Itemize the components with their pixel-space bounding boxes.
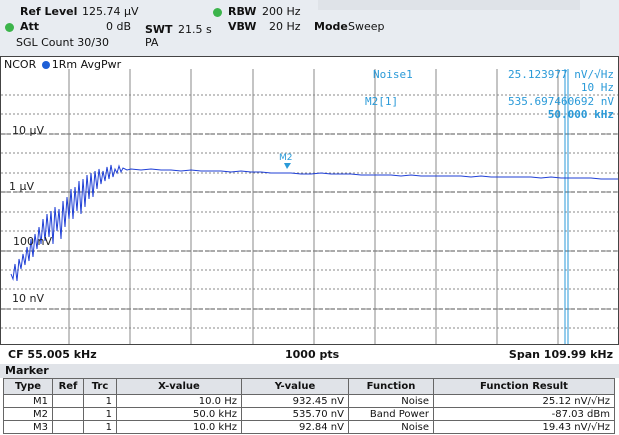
y-label-10uv: 10 µV: [12, 124, 45, 137]
col-function: Function: [348, 378, 434, 395]
grid: [1, 94, 618, 349]
cell-ref: [52, 394, 84, 408]
table-row[interactable]: M1 1 10.0 Hz 932.45 nV Noise 25.12 nV/√H…: [3, 394, 615, 408]
y-label-1uv: 1 µV: [9, 180, 35, 193]
cell-y-value: 92.84 nV: [241, 420, 349, 434]
spectrum-plot[interactable]: M2: [1, 69, 618, 357]
spectrum-panel[interactable]: NCOR 1Rm AvgPwr: [0, 56, 619, 364]
cell-type: M3: [3, 420, 53, 434]
sweep-points[interactable]: 1000 pts: [285, 348, 340, 361]
col-function-result: Function Result: [433, 378, 615, 395]
cell-function-result: 19.43 nV/√Hz: [433, 420, 615, 434]
grid-vertical: [68, 69, 559, 357]
cell-trc: 1: [83, 394, 117, 408]
frequency-footer: CF 55.005 kHz 1000 pts Span 109.99 kHz: [0, 344, 619, 364]
swt-label: SWT: [145, 23, 173, 36]
noise1-label: Noise1: [373, 68, 413, 81]
marker-table-header: Type Ref Trc X-value Y-value Function Fu…: [3, 378, 615, 395]
cell-function: Band Power: [348, 407, 434, 421]
cell-x-value: 50.0 kHz: [116, 407, 242, 421]
ref-level-label: Ref Level: [20, 5, 78, 18]
rbw-label: RBW: [228, 5, 257, 18]
y-label-100nv: 100 nV: [13, 235, 52, 248]
cell-type: M1: [3, 394, 53, 408]
table-row[interactable]: M3 1 10.0 kHz 92.84 nV Noise 19.43 nV/√H…: [3, 420, 615, 434]
noise1-value: 25.123977 nV/√Hz: [508, 68, 614, 81]
noise1-freq: 10 Hz: [580, 81, 614, 94]
header-blank-field: [318, 0, 580, 10]
cell-function: Noise: [348, 394, 434, 408]
marker-table: Type Ref Trc X-value Y-value Function Fu…: [3, 378, 615, 434]
frequency-span[interactable]: Span 109.99 kHz: [508, 348, 613, 361]
att-label: Att: [20, 20, 40, 33]
swt-value[interactable]: 21.5 s: [178, 23, 212, 36]
rbw-value[interactable]: 200 Hz: [262, 5, 301, 18]
m2-freq: 50.000 kHz: [547, 108, 614, 121]
vbw-label: VBW: [228, 20, 257, 33]
settings-header: Ref Level 125.74 µV RBW 200 Hz Att 0 dB …: [0, 0, 619, 56]
col-ref: Ref: [52, 378, 84, 395]
col-type: Type: [3, 378, 53, 395]
cell-x-value: 10.0 kHz: [116, 420, 242, 434]
cell-function-result: 25.12 nV/√Hz: [433, 394, 615, 408]
pa-indicator: PA: [145, 36, 159, 49]
cell-function: Noise: [348, 420, 434, 434]
mode-value[interactable]: Sweep: [348, 20, 385, 33]
att-status-icon: [5, 22, 14, 32]
cell-trc: 1: [83, 420, 117, 434]
cell-function-result: -87.03 dBm: [433, 407, 615, 421]
trace-label: 1Rm AvgPwr: [51, 58, 122, 71]
att-value[interactable]: 0 dB: [106, 20, 132, 33]
m2-label: M2[1]: [365, 95, 399, 108]
marker-table-title: Marker: [5, 364, 49, 377]
y-label-10nv: 10 nV: [12, 292, 44, 305]
table-row[interactable]: M2 1 50.0 kHz 535.70 nV Band Power -87.0…: [3, 407, 615, 421]
rbw-indicator: [213, 5, 226, 18]
mode-label: Mode: [314, 20, 348, 33]
cell-ref: [52, 420, 84, 434]
cell-x-value: 10.0 Hz: [116, 394, 242, 408]
rbw-status-icon: [213, 7, 222, 17]
col-y-value: Y-value: [241, 378, 349, 395]
cell-trc: 1: [83, 407, 117, 421]
cell-y-value: 535.70 nV: [241, 407, 349, 421]
col-x-value: X-value: [116, 378, 242, 395]
cell-ref: [52, 407, 84, 421]
att-indicator: [5, 20, 18, 33]
center-frequency[interactable]: CF 55.005 kHz: [8, 348, 97, 361]
trace-1-icon: [41, 61, 50, 69]
m2-value: 535.697460692 nV: [508, 95, 614, 108]
sgl-count: SGL Count 30/30: [16, 36, 109, 49]
m2-trace-label: M2: [279, 153, 293, 163]
cell-y-value: 932.45 nV: [241, 394, 349, 408]
marker-table-title-bar: Marker: [0, 364, 619, 378]
grid-major: [1, 133, 618, 310]
spectrum-trace: [10, 164, 618, 282]
m2-marker-icon[interactable]: [284, 163, 291, 169]
cell-type: M2: [3, 407, 53, 421]
ref-level-value[interactable]: 125.74 µV: [82, 5, 139, 18]
col-trc: Trc: [83, 378, 117, 395]
vbw-value[interactable]: 20 Hz: [269, 20, 301, 33]
trace-header: NCOR 1Rm AvgPwr: [4, 58, 121, 71]
ncor-label: NCOR: [4, 58, 37, 71]
